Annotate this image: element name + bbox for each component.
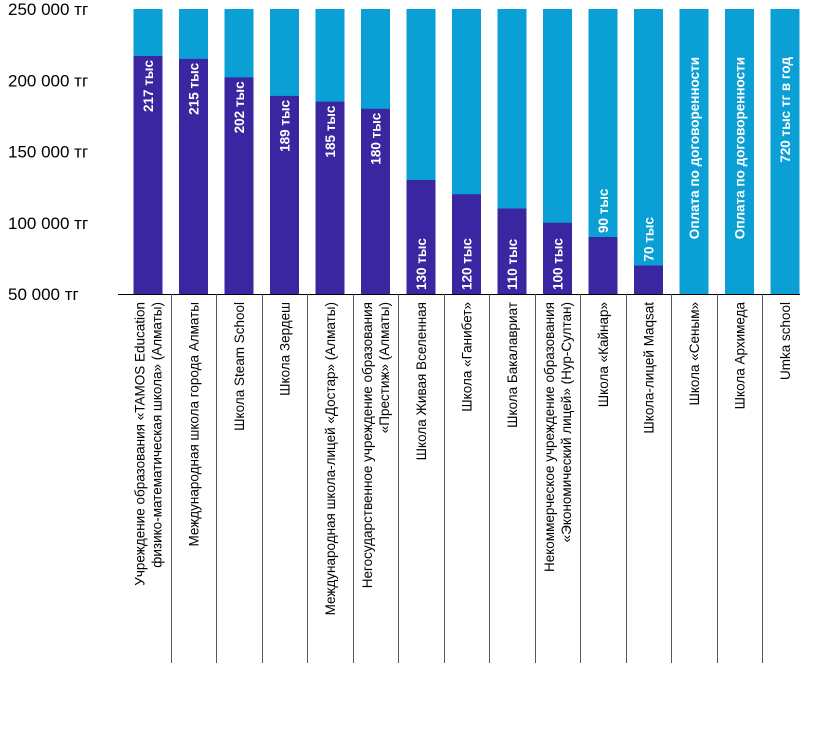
bar-data-label: 180 тыс: [369, 112, 384, 164]
category-label-line: Международная школа-лицей «Достар» (Алма…: [323, 302, 338, 615]
bar-value: [133, 56, 163, 295]
category-label: Школа Бакалавриат: [505, 302, 520, 428]
bar-value: [452, 194, 481, 294]
category-label: Umka school: [778, 302, 793, 380]
bar-data-label: 100 тыс: [551, 238, 566, 290]
bar-remainder: [634, 9, 663, 294]
category-labels: Учреждение образования «TAMOS Education ф…: [133, 302, 794, 616]
bar-value: [315, 101, 345, 294]
y-tick-label: 100 000 тг: [8, 214, 88, 233]
category-label-line: Школа-лицей Maqsat: [642, 302, 657, 434]
bar-value: [543, 222, 572, 294]
bar-data-label: 110 тыс: [505, 238, 520, 290]
bars: [133, 9, 800, 295]
bar-data-label: 130 тыс: [414, 238, 429, 290]
category-label: Школа «Сеным»: [687, 302, 702, 406]
category-label-line: Школа «Сеным»: [687, 302, 702, 406]
category-label: Негосударственное учреждение образования…: [360, 302, 392, 588]
bar-remainder: [679, 9, 709, 294]
y-tick-label: 250 000 тг: [8, 0, 88, 19]
category-label: Школа Живая Вселенная: [414, 302, 429, 460]
y-tick-label: 50 000 тг: [8, 285, 79, 304]
category-label-line: Школа Живая Вселенная: [414, 302, 429, 460]
bar-value: [224, 77, 254, 295]
bar-value: [588, 237, 618, 294]
category-label: Международная школа-лицей «Достар» (Алма…: [323, 302, 338, 615]
category-label-line: Школа «Ганибет»: [460, 302, 475, 412]
category-label-line: «Экономический лицей» (Нур-Султан): [559, 302, 574, 542]
bar-data-label: 120 тыс: [460, 238, 475, 290]
category-label: Школа-лицей Maqsat: [642, 302, 657, 434]
data-labels: 217 тыс 215 тыс 202 тыс 189 тыс 185 тыс 180 т…: [141, 57, 793, 290]
bar-data-label: 720 тыс тг в год: [778, 57, 793, 163]
category-label: Международная школа города Алматы: [187, 302, 202, 546]
bar-data-label: Оплата по договоренности: [733, 57, 748, 239]
category-label-line: «Престиж» (Алматы): [377, 302, 392, 433]
category-label: Школа Steam School: [232, 302, 247, 431]
category-label-line: физико-математическая школа» (Алматы): [150, 302, 165, 568]
category-label-line: Школа Зердеш: [278, 302, 293, 396]
bar-remainder: [770, 9, 800, 294]
bar-data-label: Оплата по договоренности: [687, 57, 702, 239]
category-label: Школа «Кайнар»: [596, 302, 611, 407]
category-label-line: Международная школа города Алматы: [187, 302, 202, 546]
category-label-line: Учреждение образования «TAMOS Education: [133, 302, 148, 586]
y-tick-label: 150 000 тг: [8, 143, 88, 162]
bar-data-label: 185 тыс: [323, 105, 338, 157]
category-label: Учреждение образования «TAMOS Education ф…: [133, 302, 165, 586]
bar-data-label: 90 тыс: [596, 188, 611, 233]
category-label-line: Школа Архимеда: [733, 302, 748, 410]
bar-data-label: 189 тыс: [278, 99, 293, 151]
y-axis: 50 000 тг 100 000 тг 150 000 тг 200 000 тг 2…: [8, 0, 800, 304]
bar-value: [361, 108, 390, 294]
category-label-line: Негосударственное учреждение образования: [360, 302, 375, 588]
category-label: Некоммерческое учреждение образования «Эк…: [542, 302, 574, 572]
bar-data-label: 70 тыс: [642, 217, 657, 262]
category-label-line: Школа «Кайнар»: [596, 302, 611, 407]
bar-value: [270, 95, 299, 294]
category-label: Школа Архимеда: [733, 302, 748, 410]
bar-value: [406, 180, 436, 294]
category-label: Школа «Ганибет»: [460, 302, 475, 412]
category-label-line: Школа Бакалавриат: [505, 302, 520, 428]
bar-data-label: 215 тыс: [187, 62, 202, 114]
bar-data-label: 202 тыс: [232, 81, 247, 133]
bar-value: [497, 208, 527, 294]
category-label-line: Школа Steam School: [232, 302, 247, 431]
bar-remainder: [725, 9, 754, 294]
bar-value: [634, 265, 663, 294]
category-label-line: Некоммерческое учреждение образования: [542, 302, 557, 572]
y-tick-label: 200 000 тг: [8, 71, 88, 90]
bar-data-label: 217 тыс: [141, 60, 156, 112]
category-label: Школа Зердеш: [278, 302, 293, 396]
category-separators: [171, 294, 763, 663]
bar-value: [179, 58, 208, 294]
category-label-line: Umka school: [778, 302, 793, 380]
